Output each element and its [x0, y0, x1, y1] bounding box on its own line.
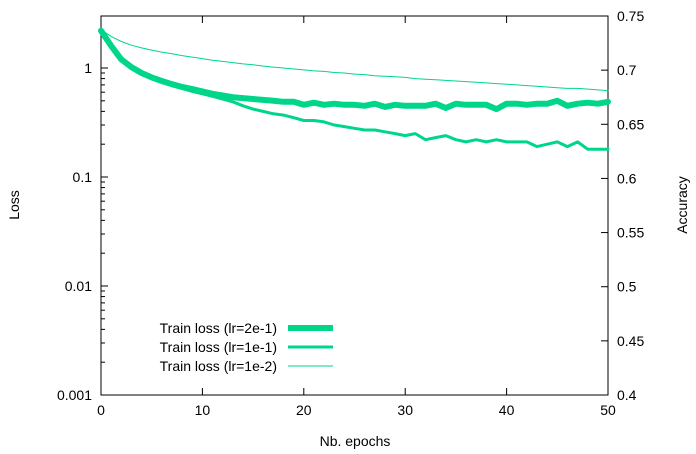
legend-label-1: Train loss (lr=2e-1) [160, 320, 277, 336]
y-axis-label: Loss [6, 190, 22, 220]
x-tick-label: 0 [97, 402, 105, 418]
plot-frame [100, 15, 609, 396]
y2-tick-label: 0.55 [617, 225, 644, 241]
y2-tick-label: 0.6 [617, 170, 637, 186]
x-tick-label: 40 [499, 402, 515, 418]
y2-tick-label: 0.7 [617, 62, 637, 78]
series-line-3 [100, 29, 609, 92]
y-tick-label: 0.1 [73, 169, 93, 185]
y-axis-left: 0.001 0.01 0.1 1 [57, 15, 108, 403]
y-axis-right: 0.4 0.45 0.5 0.55 0.6 0.65 0.7 0.75 [601, 8, 644, 403]
x-tick-label: 50 [600, 402, 616, 418]
x-tick-label: 20 [296, 402, 312, 418]
series-lines [98, 27, 611, 151]
series-line-2 [99, 29, 610, 151]
x-axis: 0 10 20 30 40 50 [97, 16, 616, 418]
y-tick-label: 0.001 [57, 387, 92, 403]
y-tick-label: 0.01 [65, 278, 92, 294]
y2-tick-label: 0.5 [617, 279, 637, 295]
y2-tick-label: 0.75 [617, 8, 644, 24]
x-tick-label: 30 [397, 402, 413, 418]
legend-label-3: Train loss (lr=1e-2) [160, 358, 277, 374]
y-tick-label: 1 [84, 60, 92, 76]
legend-label-2: Train loss (lr=1e-1) [160, 339, 277, 355]
y2-tick-label: 0.4 [617, 387, 637, 403]
series-line-1 [98, 27, 611, 113]
y2-tick-label: 0.45 [617, 333, 644, 349]
x-tick-label: 10 [195, 402, 211, 418]
y2-tick-label: 0.65 [617, 116, 644, 132]
y2-axis-label: Accuracy [674, 176, 690, 234]
x-axis-label: Nb. epochs [320, 433, 391, 449]
legend: Train loss (lr=2e-1) Train loss (lr=1e-1)… [160, 320, 333, 374]
